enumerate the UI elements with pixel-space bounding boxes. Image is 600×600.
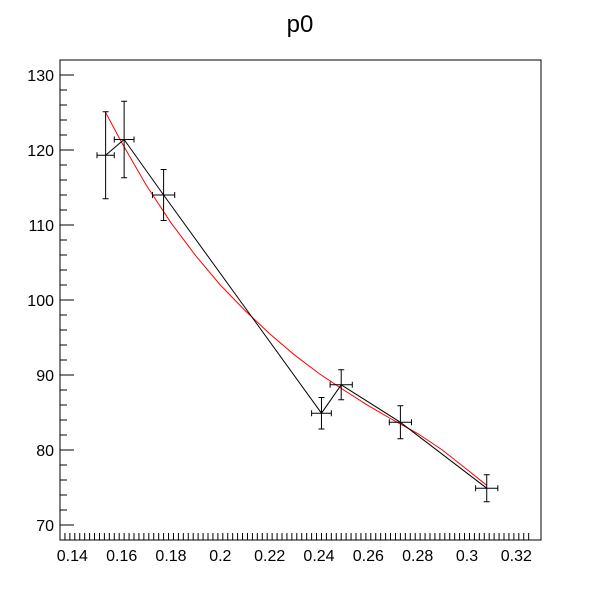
x-tick-label: 0.16 <box>106 548 137 565</box>
plot-frame <box>59 59 542 541</box>
x-tick-label: 0.32 <box>501 548 532 565</box>
data-point <box>96 111 115 200</box>
y-tick-label: 110 <box>28 218 54 235</box>
y-tick-label: 130 <box>27 68 54 85</box>
y-tick-label: 100 <box>27 293 54 310</box>
x-tick-label: 0.2 <box>209 548 231 565</box>
y-axis: 70 80 90 100 110 120 130 <box>27 68 74 535</box>
y-tick-label: 90 <box>36 368 54 385</box>
chart-title: p0 <box>287 11 314 38</box>
x-tick-label: 0.18 <box>155 548 186 565</box>
fit-curve <box>105 112 488 486</box>
data-series-layer <box>96 100 499 503</box>
fit-curve-layer <box>105 112 488 486</box>
x-tick-label: 0.3 <box>456 548 478 565</box>
x-tick-label: 0.22 <box>254 548 285 565</box>
x-axis: 0.14 0.16 0.18 0.2 0.22 0.24 0.26 0.28 0.3 0.32 <box>57 533 532 565</box>
x-tick-label: 0.28 <box>402 548 433 565</box>
y-tick-label: 80 <box>36 443 54 460</box>
data-point <box>152 169 176 221</box>
data-point <box>329 369 353 401</box>
data-point <box>311 397 332 430</box>
data-point <box>113 100 135 179</box>
data-point <box>388 405 412 440</box>
y-tick-label: 70 <box>36 518 54 535</box>
x-tick-label: 0.24 <box>303 548 334 565</box>
y-tick-label: 120 <box>27 143 54 160</box>
x-tick-label: 0.26 <box>353 548 384 565</box>
data-point <box>475 474 499 503</box>
connecting-line <box>105 138 488 489</box>
x-tick-label: 0.14 <box>57 548 88 565</box>
